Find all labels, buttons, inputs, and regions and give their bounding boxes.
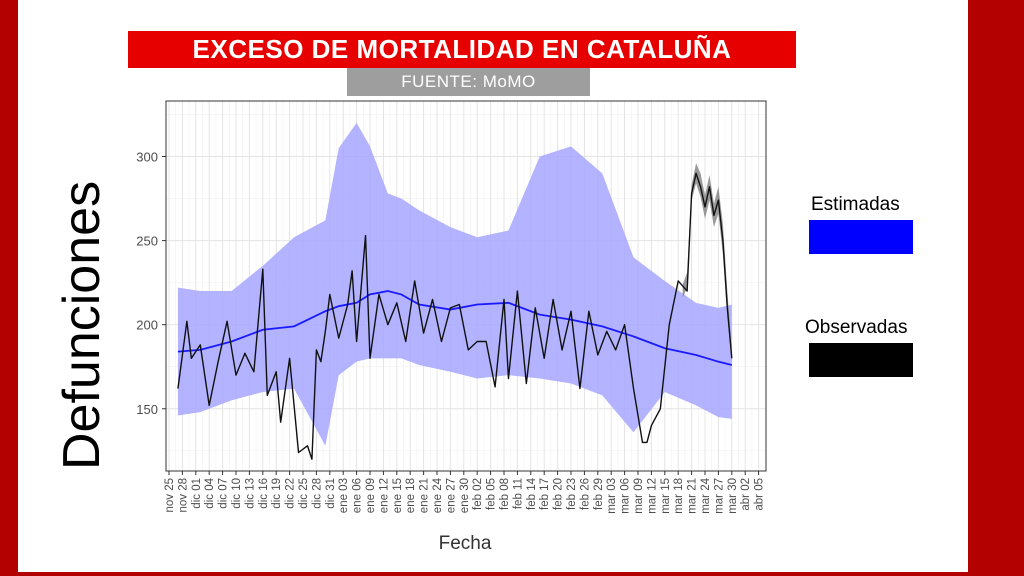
x-tick-label-25: feb 08 [499, 478, 511, 510]
x-tick-label-41: mar 27 [713, 478, 725, 514]
y-tick-label-200: 200 [136, 318, 158, 333]
x-tick-label-0: nov 25 [164, 478, 176, 513]
x-tick-label-23: feb 02 [472, 478, 484, 510]
observed-series-line [177, 172, 733, 460]
x-tick-label-44: abr 05 [754, 478, 766, 511]
x-tick-label-28: feb 17 [539, 478, 551, 510]
x-tick-label-5: dic 10 [231, 478, 243, 509]
x-tick-label-33: mar 03 [606, 478, 618, 514]
chart-title: EXCESO DE MORTALIDAD EN CATALUÑA [128, 31, 796, 68]
x-tick-label-17: ene 15 [392, 478, 404, 513]
legend-label-observadas: Observadas [805, 317, 908, 338]
x-tick-label-15: ene 09 [365, 478, 377, 513]
x-tick-label-21: ene 27 [445, 478, 457, 513]
y-axis-ticks: 150 200 250 300 [136, 150, 166, 417]
x-tick-label-29: feb 20 [553, 478, 565, 510]
x-tick-label-16: ene 12 [378, 478, 390, 513]
x-tick-label-30: feb 23 [566, 478, 578, 510]
legend-swatch-estimadas [809, 220, 913, 254]
x-tick-label-6: dic 13 [244, 478, 256, 509]
x-tick-label-38: mar 18 [673, 478, 685, 514]
legend-label-estimadas: Estimadas [811, 194, 900, 215]
x-tick-label-42: mar 30 [727, 478, 739, 514]
x-tick-label-2: dic 01 [191, 478, 203, 509]
x-tick-label-7: dic 16 [258, 478, 270, 509]
x-tick-label-10: dic 25 [298, 478, 310, 509]
x-tick-label-36: mar 12 [646, 478, 658, 514]
chart-source: FUENTE: MoMO [347, 68, 590, 96]
x-tick-label-4: dic 07 [218, 478, 230, 509]
x-tick-label-27: feb 14 [526, 477, 538, 510]
x-tick-label-26: feb 11 [512, 478, 524, 509]
x-tick-label-31: feb 26 [579, 478, 591, 510]
x-tick-label-12: dic 31 [325, 478, 337, 509]
x-tick-label-3: dic 04 [204, 477, 216, 508]
x-tick-label-43: abr 02 [740, 478, 752, 511]
panel-border [165, 100, 767, 472]
x-axis-ticks: nov 25 nov 28 dic 01 dic 04 dic 07 dic 10 dic … [164, 471, 766, 514]
legend-swatch-observadas [809, 343, 913, 377]
x-tick-label-34: mar 06 [620, 478, 632, 514]
x-tick-label-24: feb 05 [486, 478, 498, 510]
frame-right [968, 0, 1024, 576]
x-tick-label-22: ene 30 [459, 478, 471, 513]
y-tick-label-150: 150 [136, 402, 158, 417]
y-tick-label-250: 250 [136, 234, 158, 249]
plot-panel [165, 100, 767, 472]
x-tick-label-37: mar 15 [660, 478, 672, 514]
x-tick-label-39: mar 21 [687, 478, 699, 514]
frame-left [0, 0, 18, 576]
x-tick-label-11: dic 28 [311, 478, 323, 509]
x-tick-label-13: ene 03 [338, 478, 350, 513]
x-tick-label-20: ene 24 [432, 477, 444, 513]
x-tick-label-18: ene 18 [405, 478, 417, 513]
x-tick-label-8: dic 19 [271, 478, 283, 509]
x-tick-label-35: mar 09 [633, 478, 645, 514]
x-tick-label-9: dic 22 [285, 478, 297, 509]
x-tick-label-40: mar 24 [700, 477, 712, 513]
x-tick-label-19: ene 21 [419, 478, 431, 513]
y-tick-label-300: 300 [136, 150, 158, 165]
x-tick-label-1: nov 28 [177, 478, 189, 513]
frame-bottom [0, 572, 1024, 576]
x-axis-label: Fecha [439, 533, 492, 554]
observed-line [177, 172, 733, 460]
x-tick-label-32: feb 29 [593, 478, 605, 510]
x-tick-label-14: ene 06 [352, 478, 364, 513]
